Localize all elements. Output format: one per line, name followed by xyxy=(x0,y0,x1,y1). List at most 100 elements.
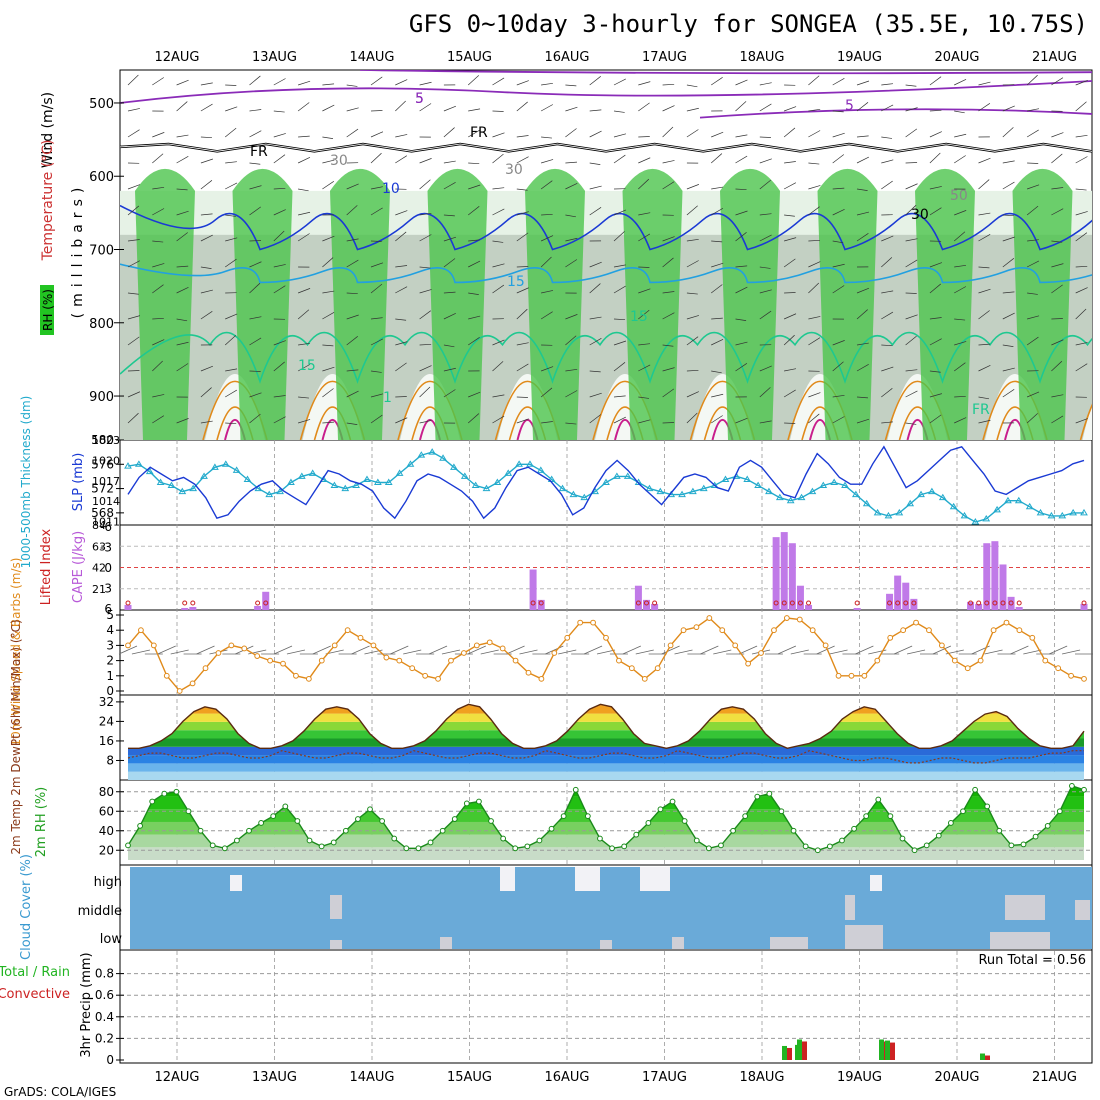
wind-barb xyxy=(613,154,626,164)
panel-precip xyxy=(119,949,1093,1064)
wind-barb xyxy=(662,312,675,320)
wind-barb xyxy=(929,207,942,216)
wind-barb xyxy=(856,287,870,294)
wind-barb xyxy=(322,159,335,164)
wind-barb xyxy=(1051,415,1064,424)
wind-barb-10m xyxy=(196,645,215,655)
contour-label: 30 xyxy=(911,207,929,223)
wind-barb xyxy=(686,84,698,88)
wind-speed-point xyxy=(564,634,571,641)
wind-speed-point xyxy=(951,657,958,664)
rh-point xyxy=(572,786,579,793)
cape-bar xyxy=(124,604,132,610)
wind-speed-point xyxy=(512,657,519,664)
wind-barb xyxy=(395,362,407,372)
cloud-background xyxy=(130,867,1092,949)
wind-speed-point xyxy=(861,672,868,679)
rh-point xyxy=(403,845,410,852)
wind-speed-point xyxy=(758,650,764,656)
wind-barb xyxy=(200,136,212,139)
rh-point xyxy=(270,813,277,820)
li-point xyxy=(1081,600,1087,606)
cape-bar xyxy=(254,605,262,610)
li-point xyxy=(125,600,131,606)
date-label-bottom: 21AUG xyxy=(1032,1070,1077,1085)
wind-speed-point xyxy=(926,627,932,634)
wind-barb xyxy=(322,344,334,347)
rh-point xyxy=(318,843,325,850)
wind-barb xyxy=(978,81,991,86)
rh-point xyxy=(1008,842,1015,849)
upper-ytick-label: 700 xyxy=(89,244,114,259)
cloud-block-high xyxy=(575,867,600,891)
wind-barb xyxy=(1051,187,1064,190)
wind-speed-point xyxy=(835,672,842,679)
wind-barb xyxy=(686,129,699,138)
li-point xyxy=(903,600,909,606)
cape-tick: 84 xyxy=(92,519,106,532)
cape-bar xyxy=(999,564,1007,610)
wind-barb xyxy=(492,77,505,86)
cape-bar xyxy=(886,593,894,610)
wind-barb-10m xyxy=(829,649,848,655)
wind-barb xyxy=(662,236,675,242)
wind-speed-point xyxy=(887,634,894,641)
wind-barb xyxy=(200,158,214,164)
contour-10c xyxy=(120,263,1092,284)
thickness-point xyxy=(211,463,219,470)
wind-barb-10m xyxy=(816,645,835,655)
wind-tick: 1 xyxy=(106,669,114,683)
rh-point xyxy=(476,798,482,805)
wind-barb xyxy=(589,207,602,216)
wind-barb xyxy=(540,235,554,242)
date-label-top: 20AUG xyxy=(934,50,979,65)
rh-band xyxy=(128,847,1084,860)
wind-tick: 3 xyxy=(106,638,114,652)
wind-barb xyxy=(540,256,552,268)
wind-barb xyxy=(686,260,699,268)
wind-barb xyxy=(638,309,650,320)
wind-barb xyxy=(443,105,457,112)
wind-barb xyxy=(856,102,869,112)
precip-tick: 0.4 xyxy=(95,1010,114,1024)
wind-barb xyxy=(492,240,504,243)
li-point xyxy=(789,600,795,606)
temp-contour xyxy=(1079,403,1092,440)
thickness-point xyxy=(417,451,426,458)
wind-barb xyxy=(322,366,335,372)
temp-band xyxy=(128,771,1084,780)
wind-barb xyxy=(1002,236,1015,242)
temp-band xyxy=(128,721,1084,731)
wind-barb xyxy=(419,234,432,242)
wind-barb xyxy=(346,314,359,320)
upper-ytick-label: 900 xyxy=(89,390,114,405)
wind-barb xyxy=(273,395,286,398)
wind-barb xyxy=(273,340,286,346)
wind-barb xyxy=(225,313,238,320)
thickness-point xyxy=(960,511,969,519)
cape-bar xyxy=(983,543,991,610)
wind-barb xyxy=(929,262,943,268)
wind-barb xyxy=(589,316,602,320)
wind-barb xyxy=(200,180,213,190)
precip-ylabel-total: Total / Rain xyxy=(0,965,70,980)
wind-barb xyxy=(152,240,164,243)
wind-barb xyxy=(954,341,967,346)
wind-barb xyxy=(613,285,626,294)
wind-barb-10m xyxy=(713,649,732,655)
wind-barb xyxy=(1026,184,1040,190)
wind-barb xyxy=(370,152,382,164)
wind-barb xyxy=(954,264,967,268)
contour-label: FR xyxy=(972,402,990,418)
rh-point xyxy=(209,842,216,849)
wind-barb xyxy=(322,235,335,242)
wind-speed-point xyxy=(422,672,429,679)
wind-speed-point xyxy=(460,650,467,656)
precip-bar-total xyxy=(879,1039,884,1060)
thickness-point xyxy=(993,505,1001,513)
wind-barb-10m xyxy=(932,645,952,655)
precip-bar-total xyxy=(885,1040,890,1060)
wind-barb xyxy=(540,104,554,112)
li-point xyxy=(1016,600,1022,606)
wind-barb xyxy=(540,180,553,190)
